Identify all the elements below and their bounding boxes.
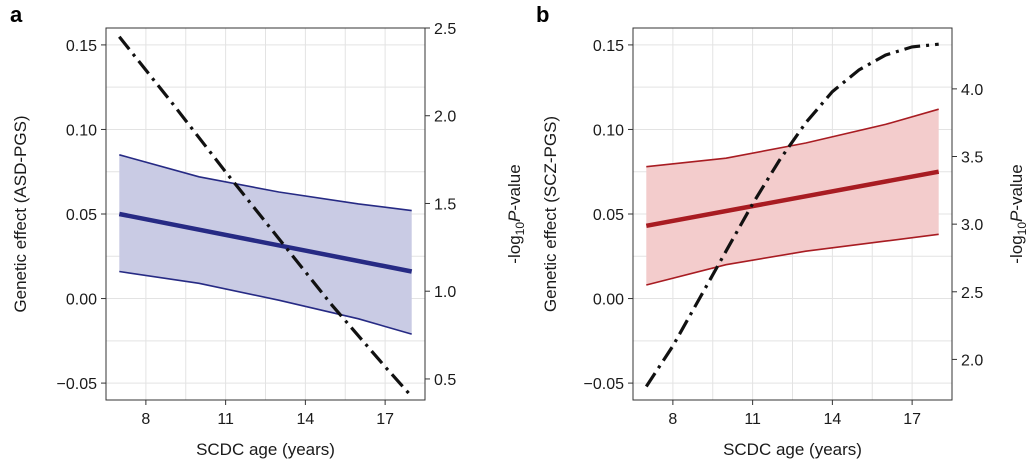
x-tick-label: 14: [823, 411, 841, 428]
y2-title-italic: P: [505, 210, 524, 222]
ci-upper-line: [646, 108, 939, 168]
panel-label: a: [10, 2, 23, 27]
y2-tick-label: 2.5: [961, 285, 983, 302]
y2-axis-title: -log10P-value: [505, 164, 527, 263]
y-axis-title: Genetic effect (ASD-PGS): [11, 115, 30, 312]
y2-tick-label: 0.5: [434, 372, 456, 389]
estimate-line: [118, 211, 413, 274]
x-tick-label: 8: [668, 411, 677, 428]
y2-axis-title: -log10P-value: [1007, 164, 1029, 263]
y2-tick-label: 2.5: [434, 21, 456, 38]
y2-tick-label: 2.0: [961, 352, 983, 369]
ci-lower-line: [119, 270, 412, 335]
estimate-line: [645, 169, 940, 229]
x-tick-label: 8: [141, 411, 150, 428]
x-tick-label: 11: [744, 411, 761, 428]
ci-lower-line: [646, 233, 939, 286]
x-tick-label: 14: [296, 411, 314, 428]
y-tick-label: −0.05: [584, 376, 625, 393]
y-axis-title: Genetic effect (SCZ-PGS): [541, 116, 560, 312]
y-tick-label: 0.00: [66, 292, 97, 309]
x-tick-label: 17: [376, 411, 394, 428]
panel-a: a 8 11 14 17 −0.05 0.00 0.05 0.10 0.15 0.5 1.0 1.5 2.…: [10, 2, 527, 459]
y-tick-label: −0.05: [57, 376, 98, 393]
y2-title-italic: P: [1007, 210, 1026, 222]
y-tick-label: 0.15: [593, 38, 624, 55]
y2-tick-label: 2.0: [434, 109, 456, 126]
x-tick-label: 17: [903, 411, 921, 428]
panel-b: b 8 11 14 17 −0.05 0.00 0.05 0.10 0.15 2.0 2.5 3.0 3.…: [536, 2, 1029, 459]
y-tick-label: 0.05: [593, 207, 624, 224]
y2-tick-label: 3.5: [961, 150, 983, 167]
pvalue-line: [118, 35, 413, 398]
y2-tick-label: 1.0: [434, 284, 456, 301]
x-tick-label: 11: [217, 411, 234, 428]
y2-title-subscript: 10: [513, 222, 527, 236]
pvalue-line: [644, 42, 939, 388]
x-axis-title: SCDC age (years): [723, 440, 862, 459]
y-tick-label: 0.10: [593, 122, 624, 139]
y2-tick-label: 1.5: [434, 196, 456, 213]
x-axis-title: SCDC age (years): [196, 440, 335, 459]
y2-title-prefix: -log: [505, 235, 524, 263]
y2-title-suffix: -value: [1007, 164, 1026, 210]
y-tick-label: 0.00: [593, 292, 624, 309]
ci-upper-line: [119, 154, 412, 212]
y2-title-subscript: 10: [1015, 222, 1029, 236]
y2-tick-label: 4.0: [961, 82, 983, 99]
y-tick-label: 0.05: [66, 207, 97, 224]
panel-label: b: [536, 2, 549, 27]
y-tick-label: 0.15: [66, 38, 97, 55]
y-tick-label: 0.10: [66, 122, 97, 139]
y2-tick-label: 3.0: [961, 217, 983, 234]
y2-title-prefix: -log: [1007, 235, 1026, 263]
y2-title-suffix: -value: [505, 164, 524, 210]
